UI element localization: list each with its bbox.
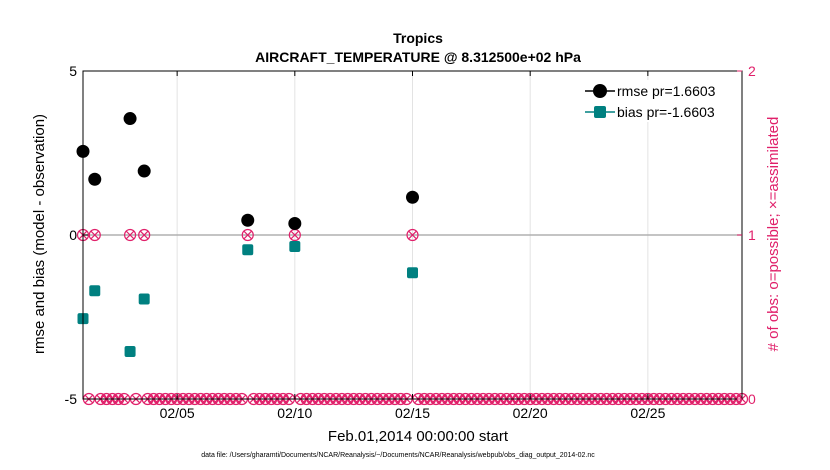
chart-subtitle: AIRCRAFT_TEMPERATURE @ 8.312500e+02 hPa	[255, 49, 581, 65]
x-tick-label: 02/15	[395, 405, 430, 421]
rmse-point	[406, 190, 419, 204]
obs-cross	[243, 230, 252, 240]
x-tick-label: 02/25	[630, 405, 665, 421]
x-tick-label: 02/10	[277, 405, 312, 421]
y-tick-label: 0	[69, 227, 77, 243]
y-tick-label: 5	[69, 63, 77, 79]
rmse-point	[88, 172, 102, 186]
rmse-point	[123, 112, 137, 126]
rmse-point	[241, 213, 255, 227]
legend: rmse pr=1.6603 bias pr=-1.6603	[582, 80, 736, 122]
x-tick-label: 02/20	[513, 405, 548, 421]
x-tick-label: 02/05	[160, 405, 195, 421]
data-points	[76, 112, 419, 357]
obs-circle	[138, 228, 151, 242]
bias-point	[89, 285, 101, 297]
y2-axis-label: # of obs: o=possible; ×=assimilated	[765, 117, 782, 352]
bias-point	[242, 244, 254, 256]
axis-ticks: 02/05 02/10 02/15 02/20 02/25 5 0 -5 2 1 0	[65, 63, 756, 421]
obs-count-marker	[406, 228, 419, 242]
bias-point	[289, 240, 301, 252]
bias-point	[138, 293, 150, 305]
y-tick-label: -5	[65, 391, 78, 407]
data-file-footer: data file: /Users/gharamti/Documents/NCA…	[201, 452, 595, 459]
obs-cross	[408, 230, 417, 240]
y-axis-label: rmse and bias (model - observation)	[31, 114, 48, 354]
legend-bias-label: bias pr=-1.6603	[617, 104, 715, 120]
bias-point	[124, 345, 136, 357]
obs-circle	[241, 228, 254, 242]
obs-count-marker	[288, 228, 301, 242]
legend-rmse-label: rmse pr=1.6603	[617, 83, 716, 99]
obs-count-marker	[88, 228, 101, 242]
obs-count-marker	[123, 228, 137, 242]
obs-cross	[90, 230, 99, 240]
obs-circle	[406, 228, 419, 242]
y2-tick-label: 0	[748, 391, 756, 407]
y2-tick-label: 1	[748, 227, 756, 243]
chart-title: Tropics	[393, 30, 443, 46]
rmse-point	[137, 164, 151, 178]
obs-circle	[88, 228, 101, 242]
legend-bias-marker	[594, 106, 606, 118]
legend-rmse-marker	[593, 84, 607, 98]
y2-tick-label: 2	[748, 63, 756, 79]
rmse-point	[288, 217, 302, 231]
obs-count-marker	[241, 228, 254, 242]
legend-box	[582, 80, 736, 122]
obs-cross	[139, 230, 149, 240]
x-axis-label: Feb.01,2014 00:00:00 start	[328, 428, 509, 445]
obs-cross	[125, 230, 135, 240]
obs-circle	[123, 228, 137, 242]
bias-point	[407, 267, 418, 279]
obs-count-marker	[138, 228, 151, 242]
obs-cross	[290, 230, 300, 240]
